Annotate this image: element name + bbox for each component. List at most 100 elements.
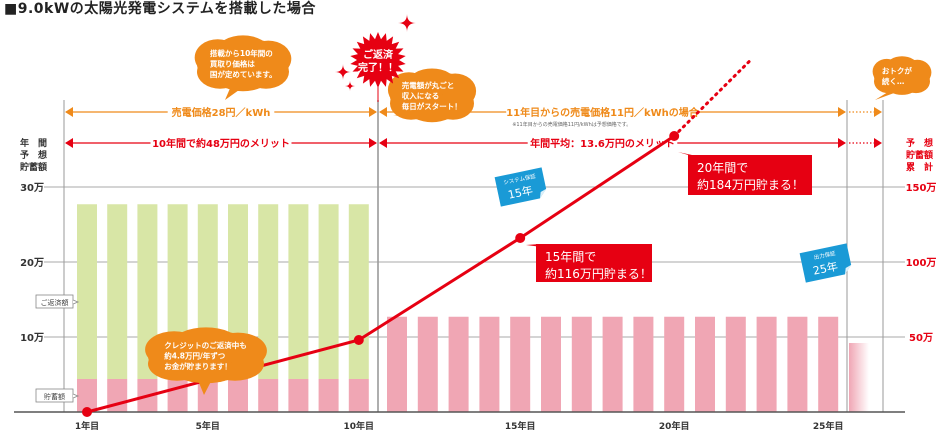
box-text: 約116万円貯まる！ [545, 266, 652, 281]
x-tick-label: 5年目 [196, 420, 220, 432]
arrowhead-right [838, 138, 846, 148]
cumulative-point [82, 407, 92, 417]
sparkle-icon [335, 64, 351, 80]
starburst-shape [350, 32, 406, 88]
left-axis-title: 年 間 [20, 137, 47, 149]
bar-savings [348, 379, 369, 412]
box-text: 15年間で [545, 250, 596, 264]
range-label-bg [506, 105, 699, 119]
range-note: ※11年目からの売電価格11円/kWhは予想価格です。 [512, 121, 631, 128]
left-tick-label: 10万 [20, 332, 44, 344]
cumulative-point [353, 335, 364, 345]
left-axis-title: 貯蓄額 [20, 161, 47, 173]
bubble-blob [886, 56, 918, 76]
bar-repayment [318, 204, 339, 379]
bubble-blob [408, 97, 456, 123]
bar-savings [633, 316, 654, 412]
box-text: 約184万円貯まる！ [697, 177, 804, 192]
bar-savings [695, 316, 715, 412]
bar-savings [571, 316, 592, 412]
starburst-text: ご返済 [363, 48, 394, 61]
arrowhead-right [874, 138, 882, 148]
bar-savings [510, 316, 531, 412]
right-axis-title: 予 想 [906, 137, 933, 149]
cumulative-line-projection [672, 58, 753, 138]
bubble-text: おトクが [882, 65, 912, 75]
bubble-text: 売電額が丸ごと [402, 80, 455, 90]
box-bg [536, 244, 652, 282]
bar-savings [541, 316, 561, 412]
box-text: 20年間で [697, 161, 748, 175]
bubble-text: 約4.8万円/年ずつ [164, 351, 225, 361]
bar-savings [787, 316, 808, 412]
bar-savings [725, 316, 746, 412]
bubble-text: 続く… [882, 76, 905, 86]
box-bg [688, 155, 812, 195]
chart-title: ■9.0kWの太陽光発電システムを搭載した場合 [4, 1, 316, 17]
bar-savings [288, 379, 309, 412]
x-tick-label: 25年目 [813, 420, 844, 432]
bar-savings [167, 379, 188, 412]
bubble-text: 買取り価格は [210, 59, 255, 69]
bar-savings [756, 316, 777, 412]
x-tick-label: 15年目 [505, 420, 536, 432]
right-axis-title: 貯蓄額 [906, 149, 933, 161]
legend-tag-pointer [72, 393, 80, 399]
bar-savings [602, 316, 623, 412]
range-arrows: 売電価格28円／kWh 11年目からの売電価格11円／kWhの場合 ※11年目からの… [65, 105, 882, 150]
right-tick-label: 50万 [909, 332, 933, 344]
range-label: 売電価格28円／kWh [172, 106, 271, 119]
range-price: 売電価格28円／kWh [65, 105, 377, 119]
bar-savings [417, 316, 438, 412]
bar-repayment [137, 204, 158, 379]
range-merit: 年間平均：13.6万円のメリット [379, 136, 882, 150]
callouts: 搭載から10年間の買取り価格は国が定めています。売電額が丸ごと収入になる毎日がス… [145, 14, 932, 395]
right-tick-label: 150万 [906, 182, 937, 194]
range-label: 年間平均：13.6万円のメリット [530, 137, 675, 150]
callout-continues: おトクが続く… [872, 56, 932, 100]
left-tick-label: 30万 [20, 182, 44, 194]
bar-repayment [258, 204, 279, 379]
bar-repayment [77, 204, 97, 379]
arrowhead-left [65, 138, 73, 148]
left-axis-title: 予 想 [20, 149, 47, 161]
arrowhead-right [369, 138, 377, 148]
legend-tag-label: ご返済額 [41, 298, 69, 307]
arrowhead-right [838, 107, 846, 117]
bubble-text: 毎日がスタート！ [402, 101, 462, 111]
starburst-text: 完了！！ [358, 61, 398, 74]
bar-savings [387, 316, 407, 412]
bubble-text: お金が貯まります！ [164, 361, 232, 371]
tag-value: 25年 [812, 259, 839, 278]
bubble-blob [217, 35, 269, 64]
bubble-text: 搭載から10年間の [210, 48, 273, 58]
sparkle-icon [398, 14, 416, 32]
x-tick-label: 1年目 [75, 420, 99, 432]
cumulative-point [515, 233, 526, 243]
bubble-blob [886, 76, 918, 95]
bar-savings [228, 379, 248, 412]
range-label: 11年目からの売電価格11円／kWhの場合 [506, 106, 700, 119]
legend-tag-label: 貯蓄額 [44, 392, 65, 401]
range-merit: 10年間で約48万円のメリット [65, 136, 377, 150]
bar-repayment [288, 204, 309, 379]
right-axis-title: 累 計 [906, 161, 933, 173]
bubble-blob [174, 327, 238, 357]
bar-savings [77, 379, 97, 412]
cumulative-point [669, 131, 680, 141]
left-tick-label: 20万 [20, 257, 44, 269]
x-tick-label: 20年目 [659, 420, 690, 432]
bubble-text: クレジットのご返済中も [164, 340, 247, 350]
arrowhead-right [874, 107, 882, 117]
tag-shape [494, 167, 547, 207]
bubble-text: 収入になる [402, 91, 440, 101]
bars [77, 204, 869, 412]
